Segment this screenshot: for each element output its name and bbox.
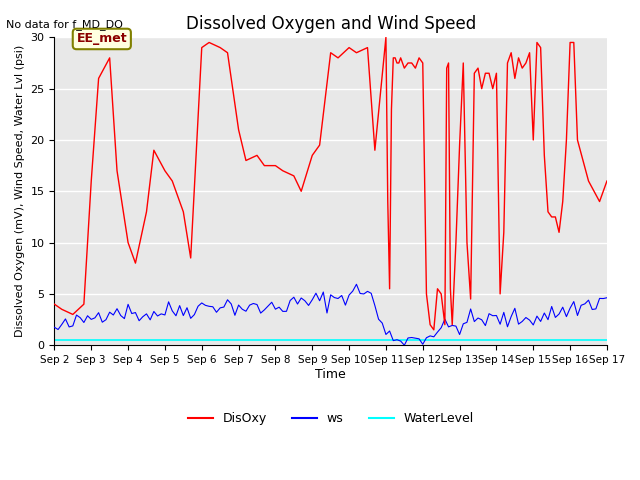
X-axis label: Time: Time — [316, 368, 346, 381]
Legend: DisOxy, ws, WaterLevel: DisOxy, ws, WaterLevel — [182, 407, 479, 430]
Text: EE_met: EE_met — [77, 33, 127, 46]
Y-axis label: Dissolved Oxygen (mV), Wind Speed, Water Lvl (psi): Dissolved Oxygen (mV), Wind Speed, Water… — [15, 45, 25, 337]
Text: No data for f_MD_DO: No data for f_MD_DO — [6, 19, 124, 30]
Title: Dissolved Oxygen and Wind Speed: Dissolved Oxygen and Wind Speed — [186, 15, 476, 33]
